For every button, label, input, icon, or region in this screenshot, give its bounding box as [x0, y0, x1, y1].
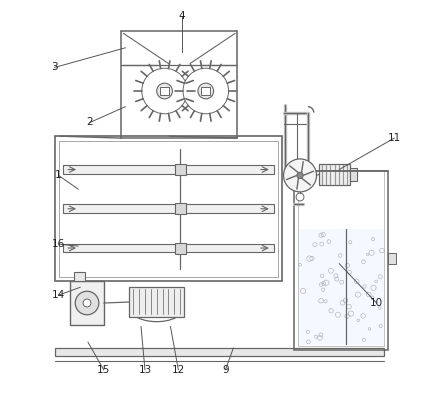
- Bar: [175, 164, 186, 175]
- Bar: [389, 253, 396, 264]
- Text: 14: 14: [52, 290, 65, 300]
- Circle shape: [284, 159, 316, 192]
- Text: 16: 16: [52, 239, 65, 249]
- Bar: [175, 203, 186, 214]
- Bar: [54, 136, 282, 281]
- Bar: [70, 281, 104, 325]
- Text: 10: 10: [370, 298, 383, 308]
- Text: 2: 2: [87, 117, 93, 127]
- Bar: [59, 141, 278, 277]
- Circle shape: [297, 172, 303, 178]
- Circle shape: [157, 83, 172, 99]
- Text: 3: 3: [51, 62, 58, 72]
- Text: 13: 13: [138, 365, 152, 375]
- Bar: [63, 165, 274, 174]
- Circle shape: [142, 68, 187, 114]
- Circle shape: [183, 68, 229, 114]
- Text: 11: 11: [388, 133, 401, 143]
- Bar: [202, 87, 210, 95]
- Bar: [298, 171, 385, 346]
- Text: 1: 1: [55, 171, 62, 180]
- Bar: [175, 243, 186, 253]
- Circle shape: [83, 299, 91, 307]
- Circle shape: [198, 83, 214, 99]
- Text: 15: 15: [97, 365, 110, 375]
- Bar: [319, 164, 350, 185]
- Text: 12: 12: [172, 365, 185, 375]
- Bar: [54, 348, 385, 356]
- Text: 9: 9: [222, 365, 229, 375]
- Bar: [299, 229, 384, 346]
- Text: 4: 4: [179, 11, 186, 21]
- Bar: [350, 167, 358, 181]
- Circle shape: [296, 193, 304, 201]
- Bar: [63, 244, 274, 253]
- Bar: [74, 271, 85, 281]
- Bar: [63, 204, 274, 213]
- Circle shape: [75, 291, 99, 315]
- Bar: [129, 287, 184, 317]
- Bar: [160, 87, 169, 95]
- Bar: [294, 171, 389, 350]
